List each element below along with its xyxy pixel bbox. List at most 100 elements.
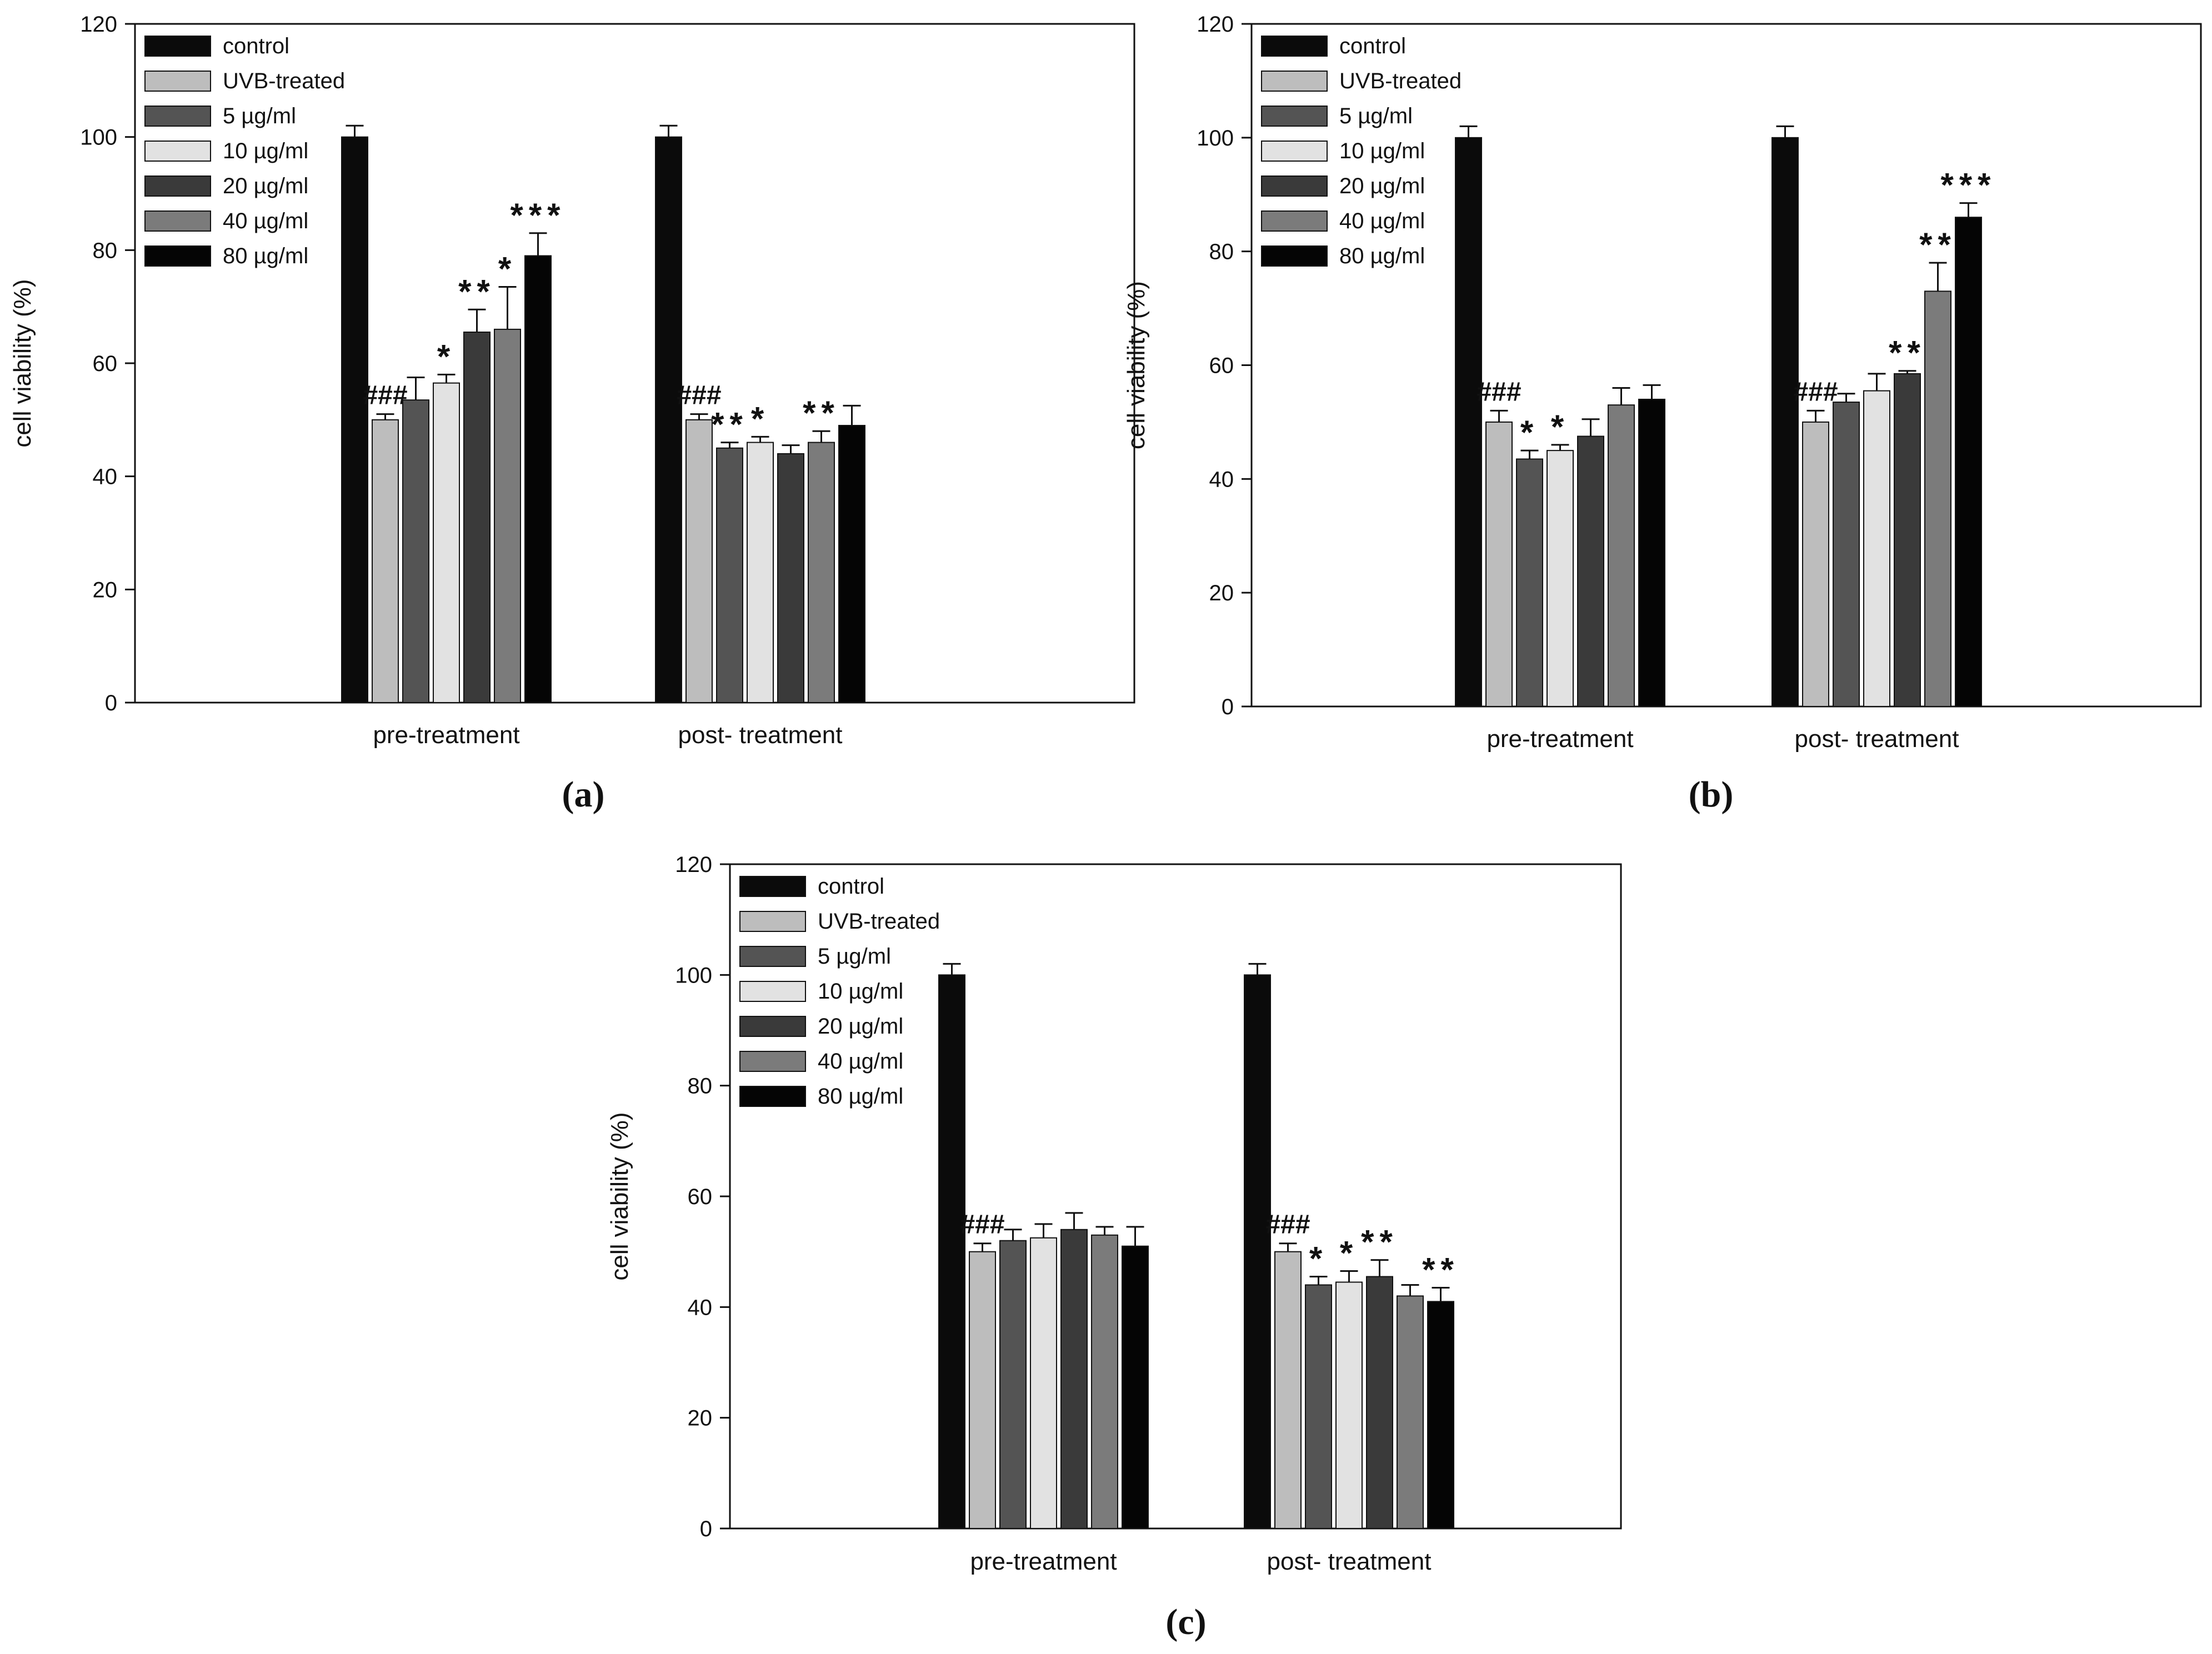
bar: [1485, 421, 1513, 707]
bar: [1802, 421, 1829, 707]
y-tick-label: 40: [93, 465, 118, 489]
y-tick-label: 20: [688, 1406, 713, 1431]
significance-star: **: [711, 406, 748, 443]
significance-star: **: [1361, 1224, 1398, 1261]
y-tick-label: 40: [1209, 467, 1234, 492]
legend-label: 20 µg/ml: [1339, 174, 1425, 198]
bar: [1771, 137, 1799, 707]
legend-label: 40 µg/ml: [223, 209, 308, 233]
significance-hash: ###: [677, 381, 721, 410]
legend-swatch: [739, 876, 806, 897]
bar: [1516, 458, 1543, 707]
y-axis-label: cell viability (%): [606, 1112, 633, 1280]
y-tick-label: 20: [1209, 581, 1234, 605]
bar: [433, 382, 460, 703]
bar: [1894, 373, 1921, 707]
legend-swatch: [144, 141, 211, 162]
y-tick-label: 100: [675, 963, 712, 988]
significance-star: **: [803, 394, 840, 432]
category-label: post- treatment: [678, 721, 843, 749]
bar: [838, 425, 865, 703]
significance-star: ***: [510, 197, 565, 234]
y-tick-label: 0: [105, 691, 117, 715]
bar: [1577, 435, 1604, 707]
legend-swatch: [1261, 176, 1328, 197]
legend-swatch: [144, 36, 211, 57]
legend-label: 40 µg/ml: [818, 1049, 903, 1074]
bar: [1366, 1276, 1393, 1529]
legend-label: 10 µg/ml: [818, 979, 903, 1004]
category-label: post- treatment: [1795, 725, 1959, 753]
legend-swatch: [739, 1086, 806, 1107]
legend-label: control: [223, 34, 289, 58]
bar: [1547, 450, 1574, 707]
bar: [1455, 137, 1482, 707]
legend-swatch: [739, 981, 806, 1002]
category-label: pre-treatment: [1487, 725, 1633, 753]
bar: [494, 328, 521, 703]
bar: [1244, 974, 1271, 1530]
category-label: pre-treatment: [373, 721, 519, 749]
legend-label: 10 µg/ml: [1339, 139, 1425, 163]
legend-swatch: [739, 911, 806, 932]
significance-star: *: [1309, 1240, 1328, 1277]
legend-label: 20 µg/ml: [223, 174, 308, 198]
panel-label: (b): [1689, 774, 1734, 815]
bar: [1608, 404, 1635, 707]
legend-swatch: [1261, 141, 1328, 162]
bar: [1122, 1245, 1149, 1529]
bar: [372, 419, 399, 703]
bar: [524, 255, 552, 703]
bar: [341, 136, 368, 703]
panel-label: (c): [1165, 1602, 1206, 1642]
bar: [1833, 402, 1860, 707]
y-tick-label: 60: [688, 1185, 713, 1209]
bar: [1305, 1284, 1332, 1529]
bar: [1397, 1295, 1424, 1529]
significance-star: *: [751, 400, 769, 437]
y-tick-label: 120: [675, 853, 712, 877]
significance-hash: ###: [363, 381, 407, 410]
y-tick-label: 80: [688, 1074, 713, 1099]
y-axis-label: cell viability (%): [1123, 281, 1150, 449]
significance-star: **: [1889, 334, 1926, 372]
y-tick-label: 100: [1197, 126, 1234, 151]
legend-swatch: [1261, 36, 1328, 57]
significance-star: *: [1520, 414, 1539, 451]
bar: [463, 331, 491, 703]
legend-label: 40 µg/ml: [1339, 209, 1425, 233]
legend-label: 5 µg/ml: [1339, 104, 1413, 128]
y-tick-label: 80: [93, 238, 118, 263]
bar: [808, 442, 835, 703]
bar: [655, 136, 682, 703]
y-tick-label: 100: [80, 126, 117, 150]
bar: [716, 447, 743, 703]
significance-star: *: [498, 250, 517, 288]
bar: [1924, 290, 1951, 707]
bar: [1091, 1234, 1118, 1529]
bar: [1638, 398, 1665, 707]
y-tick-label: 0: [700, 1517, 712, 1541]
bar: [747, 442, 774, 703]
legend-swatch: [1261, 71, 1328, 92]
legend-swatch: [739, 1051, 806, 1072]
category-label: post- treatment: [1267, 1548, 1432, 1575]
legend-label: 10 µg/ml: [223, 139, 308, 163]
bar: [969, 1251, 996, 1530]
category-label: pre-treatment: [970, 1548, 1117, 1575]
significance-star: *: [437, 338, 456, 375]
legend-label: 5 µg/ml: [818, 944, 891, 969]
y-axis-label: cell viability (%): [9, 279, 36, 447]
y-tick-label: 0: [1222, 695, 1234, 719]
bar: [1030, 1237, 1057, 1529]
significance-star: **: [1422, 1251, 1459, 1288]
legend-swatch: [739, 1016, 806, 1037]
legend-label: 5 µg/ml: [223, 104, 296, 128]
significance-star: *: [1340, 1235, 1358, 1272]
y-tick-label: 60: [93, 352, 118, 376]
legend-swatch: [1261, 106, 1328, 127]
legend-label: 80 µg/ml: [818, 1084, 903, 1109]
